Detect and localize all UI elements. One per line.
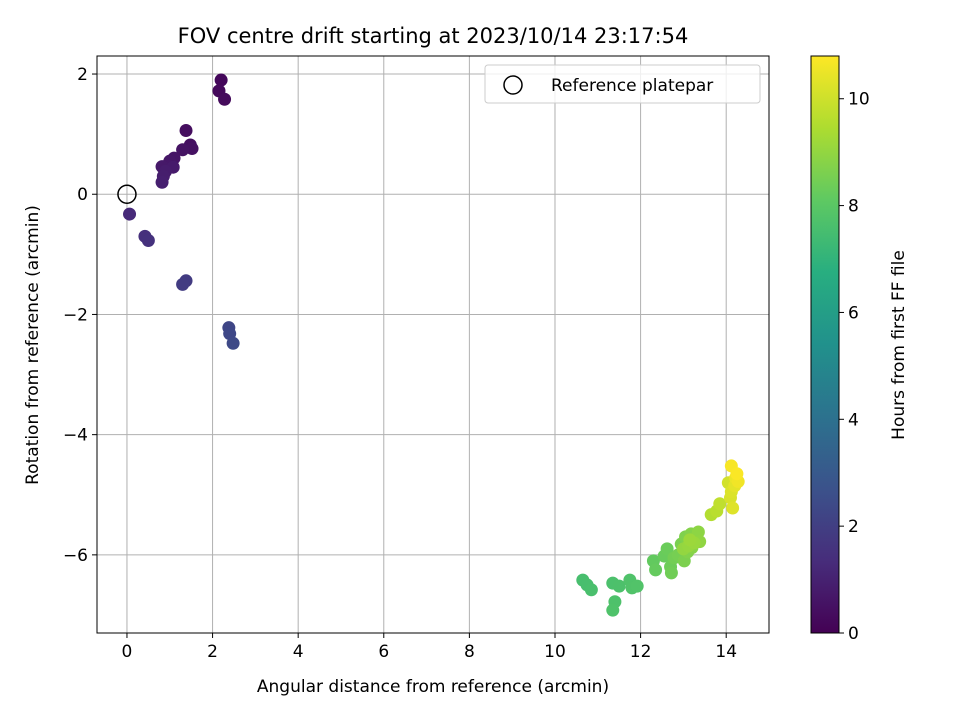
x-axis-ticks: 0 2 4 6 8 10 12 14 [122, 633, 737, 662]
data-point [141, 234, 155, 248]
data-point [660, 542, 674, 556]
reference-platepar-marker [117, 184, 137, 204]
colorbar-tick-label: 8 [848, 197, 859, 217]
data-point [176, 277, 190, 291]
data-point [730, 467, 744, 481]
colorbar-tick-label: 0 [848, 624, 859, 644]
y-tick-label: 0 [77, 185, 88, 205]
legend: Reference platepar [484, 64, 761, 104]
colorbar-tick-label: 6 [848, 303, 859, 323]
data-point [691, 525, 705, 539]
data-point [179, 124, 193, 138]
colorbar-ticks: 0 2 4 6 8 10 [839, 90, 870, 644]
data-point [176, 143, 190, 157]
data-point [584, 583, 598, 597]
y-axis-ticks: 2 0 −2 −4 −6 [63, 65, 97, 566]
data-point [726, 501, 740, 515]
legend-box [484, 64, 761, 104]
data-point [664, 566, 678, 580]
y-tick-label: −6 [63, 546, 88, 566]
data-point [649, 563, 663, 577]
data-point [606, 603, 620, 617]
data-point [630, 579, 644, 593]
x-tick-label: 6 [378, 642, 389, 662]
data-point [226, 336, 240, 350]
data-point [214, 73, 228, 87]
x-tick-label: 0 [122, 642, 133, 662]
x-tick-label: 2 [207, 642, 218, 662]
reference-marker-layer [117, 184, 137, 204]
x-tick-label: 12 [630, 642, 652, 662]
data-point [713, 497, 727, 511]
y-tick-label: −2 [63, 305, 88, 325]
data-point [683, 533, 697, 547]
x-tick-label: 10 [544, 642, 566, 662]
plot-area-frame [96, 55, 770, 634]
x-tick-label: 4 [293, 642, 304, 662]
colorbar-tick-label: 4 [848, 410, 859, 430]
colorbar-frame [810, 55, 840, 634]
data-points [123, 73, 745, 617]
colorbar: 0 2 4 6 8 10 Hours from first FF file [810, 55, 909, 644]
colorbar-tick-label: 10 [848, 90, 870, 110]
y-axis-label: Rotation from reference (arcmin) [23, 205, 43, 485]
grid-lines [97, 56, 769, 633]
data-point [218, 92, 232, 106]
y-tick-label: 2 [77, 65, 88, 85]
x-tick-label: 14 [715, 642, 737, 662]
colorbar-label: Hours from first FF file [889, 250, 909, 440]
legend-reference-marker [503, 75, 523, 95]
x-tick-label: 8 [464, 642, 475, 662]
chart-title: FOV centre drift starting at 2023/10/14 … [178, 24, 689, 48]
data-point [123, 207, 137, 221]
colorbar-gradient [811, 56, 839, 633]
colorbar-tick-label: 2 [848, 517, 859, 537]
data-point [155, 175, 169, 189]
x-axis-label: Angular distance from reference (arcmin) [257, 677, 609, 697]
y-tick-label: −4 [63, 426, 88, 446]
data-point [612, 579, 626, 593]
legend-label-reference: Reference platepar [551, 76, 713, 96]
